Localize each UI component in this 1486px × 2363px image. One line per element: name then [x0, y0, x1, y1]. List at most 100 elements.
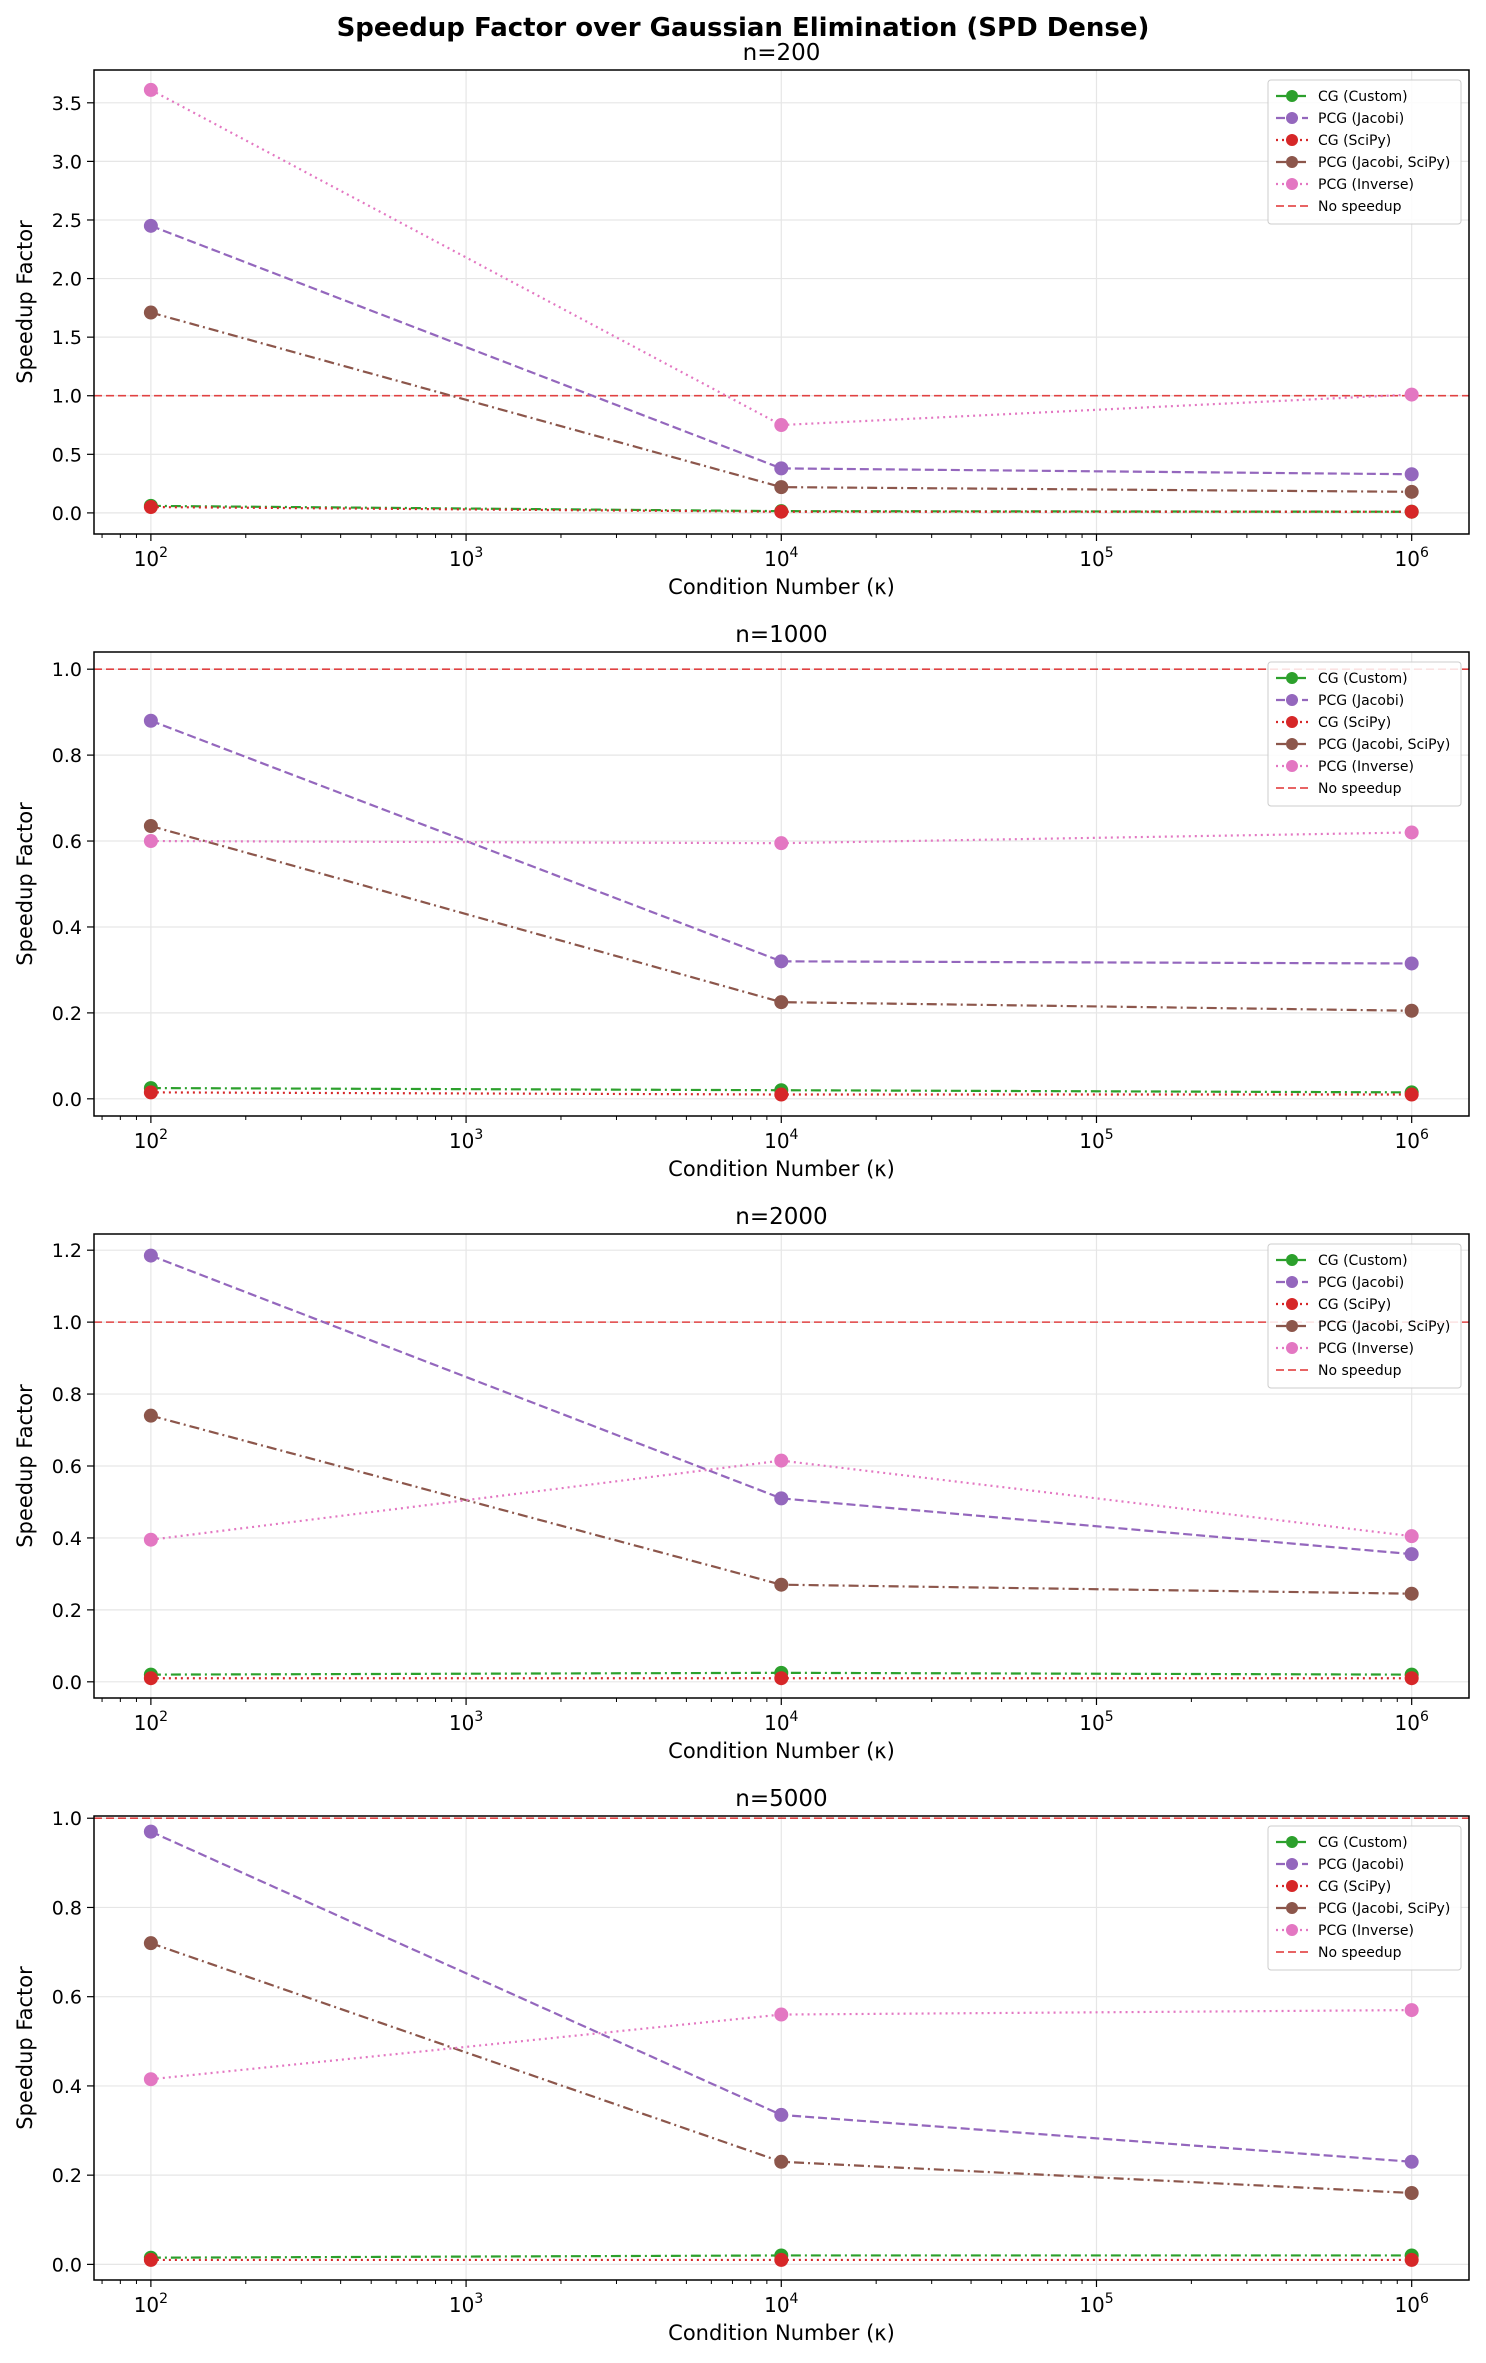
data-point [1404, 484, 1419, 499]
y-tick-label: 1.5 [52, 327, 82, 349]
x-tick-label: 104 [764, 1709, 798, 1735]
data-point [1404, 1529, 1419, 1544]
data-point [774, 418, 789, 433]
data-point [1404, 504, 1419, 519]
y-tick-label: 0.2 [52, 1003, 82, 1025]
x-tick-label: 104 [764, 2291, 798, 2317]
legend-label: PCG (Inverse) [1318, 1923, 1414, 1939]
y-tick-label: 0.0 [52, 1672, 82, 1694]
legend-marker [1286, 1342, 1298, 1354]
legend-label: PCG (Inverse) [1318, 177, 1414, 193]
y-tick-label: 2.0 [52, 269, 82, 291]
legend-label: No speedup [1318, 781, 1402, 797]
data-point [1404, 1586, 1419, 1601]
y-axis-label: Speedup Factor [13, 1384, 37, 1548]
y-tick-label: 1.2 [52, 1240, 82, 1262]
x-tick-label: 103 [449, 1709, 483, 1735]
y-axis-label: Speedup Factor [13, 802, 37, 966]
data-point [143, 1936, 158, 1951]
data-point [143, 1824, 158, 1839]
x-tick-label: 105 [1079, 1127, 1113, 1153]
legend-label: CG (SciPy) [1318, 1879, 1391, 1895]
series-line [150, 88, 1412, 427]
axes-frame [93, 69, 1470, 535]
data-point [774, 1491, 789, 1506]
x-tick-label: 104 [764, 1127, 798, 1153]
x-tick-label: 105 [1079, 2291, 1113, 2317]
legend-label: PCG (Inverse) [1318, 1341, 1414, 1357]
legend-marker [1286, 1298, 1298, 1310]
data-point [774, 2154, 789, 2169]
y-tick-label: 0.0 [52, 503, 82, 525]
legend-label: CG (SciPy) [1318, 133, 1391, 149]
y-tick-label: 0.2 [52, 1600, 82, 1622]
data-point [143, 82, 158, 97]
data-point [1404, 1671, 1419, 1686]
legend-box [1267, 1825, 1462, 1971]
data-point [774, 1087, 789, 1102]
data-point [143, 218, 158, 233]
legend-marker [1286, 178, 1298, 190]
data-point [774, 480, 789, 495]
legend-marker [1286, 1320, 1298, 1332]
axes-frame [93, 1233, 1470, 1699]
legend-label: PCG (Jacobi, SciPy) [1318, 1319, 1450, 1335]
y-tick-label: 1.0 [52, 386, 82, 408]
y-tick-label: 0.4 [52, 1528, 82, 1550]
data-point [1404, 2252, 1419, 2267]
data-point [774, 1577, 789, 1592]
data-point [774, 2107, 789, 2122]
panels: n=200 102 103 104 105 106 0.0 0.5 1.0 1.5 2.0 2.5 3.… [13, 40, 1470, 2345]
legend-marker [1286, 716, 1298, 728]
panel-title: n=5000 [735, 1786, 827, 1812]
data-point [774, 836, 789, 851]
legend-marker [1286, 1276, 1298, 1288]
legend-label: PCG (Jacobi, SciPy) [1318, 155, 1450, 171]
y-tick-label: 3.0 [52, 151, 82, 173]
data-point [1404, 387, 1419, 402]
legend-label: PCG (Inverse) [1318, 759, 1414, 775]
data-point [143, 819, 158, 833]
y-tick-label: 0.6 [52, 1456, 82, 1478]
y-tick-label: 2.5 [52, 210, 82, 232]
x-tick-label: 105 [1079, 545, 1113, 571]
legend-marker [1286, 1902, 1298, 1914]
data-point [774, 1453, 789, 1468]
data-point [774, 954, 789, 969]
data-point [1404, 1087, 1419, 1102]
y-tick-label: 0.8 [52, 745, 82, 767]
x-tick-label: 103 [449, 1127, 483, 1153]
legend-label: PCG (Jacobi) [1318, 693, 1404, 709]
x-tick-label: 106 [1394, 545, 1428, 571]
y-tick-label: 0.2 [52, 2165, 82, 2187]
x-tick-label: 106 [1394, 1709, 1428, 1735]
data-point [143, 1532, 158, 1547]
legend: CG (Custom) PCG (Jacobi) CG (SciPy) PCG (Ja… [1267, 1243, 1462, 1389]
data-point [143, 500, 158, 515]
y-tick-label: 0.0 [52, 1089, 82, 1111]
data-point [774, 1671, 789, 1686]
y-axis-label: Speedup Factor [13, 1966, 37, 2130]
legend-label: CG (Custom) [1318, 89, 1408, 105]
data-point [774, 504, 789, 519]
series-line [150, 2008, 1412, 2081]
legend: CG (Custom) PCG (Jacobi) CG (SciPy) PCG (Ja… [1267, 1825, 1462, 1971]
data-point [1404, 467, 1419, 482]
x-tick-label: 103 [449, 545, 483, 571]
panel-title: n=1000 [735, 622, 827, 648]
x-tick-label: 103 [449, 2291, 483, 2317]
data-point [1404, 1547, 1419, 1562]
legend-marker [1286, 1836, 1298, 1848]
x-axis-label: Condition Number (κ) [668, 1739, 895, 1763]
legend-marker [1286, 1880, 1298, 1892]
legend-marker [1286, 134, 1298, 146]
x-tick-label: 102 [134, 545, 168, 571]
y-tick-label: 0.8 [52, 1897, 82, 1919]
data-point [1404, 2154, 1419, 2169]
legend-label: PCG (Jacobi, SciPy) [1318, 737, 1450, 753]
y-tick-label: 0.4 [52, 2076, 82, 2098]
legend-marker [1286, 1858, 1298, 1870]
chart-panel-3: n=2000 102 103 104 105 106 0.0 0.2 0.4 0.6 0.8 1.0 1… [13, 1204, 1470, 1763]
series-line [150, 1254, 1412, 1556]
legend-label: No speedup [1318, 1363, 1402, 1379]
